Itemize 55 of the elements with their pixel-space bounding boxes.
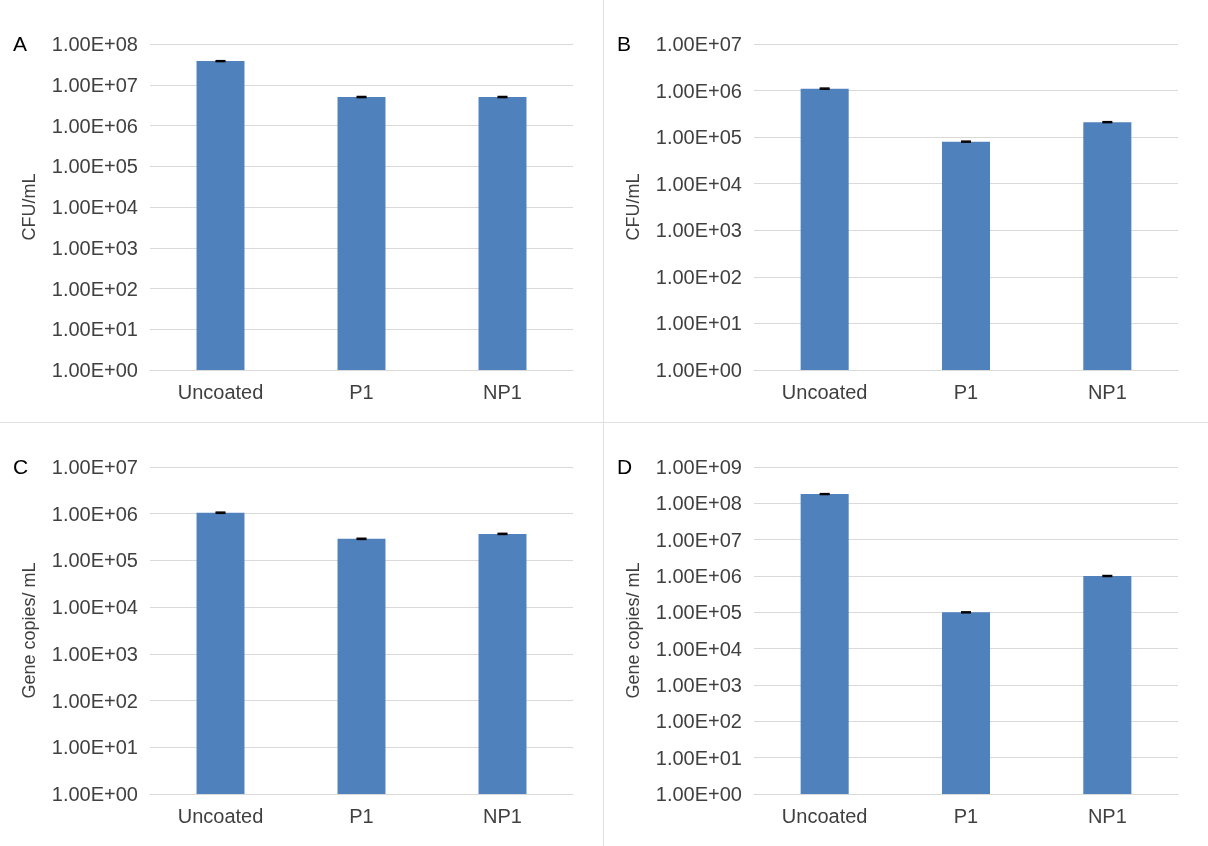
x-tick-label: Uncoated xyxy=(177,805,264,827)
y-axis-title: Gene copies/ mL xyxy=(19,562,39,699)
x-tick-label: NP1 xyxy=(1087,805,1127,827)
y-tick-label: 1.00E+05 xyxy=(51,549,138,572)
y-tick-label: 1.00E+07 xyxy=(655,33,742,55)
y-tick-label: 1.00E+01 xyxy=(51,318,138,341)
chart-title: D xyxy=(617,455,633,478)
y-tick-label: 1.00E+03 xyxy=(655,674,742,696)
chart-title: C xyxy=(13,455,29,478)
y-tick-label: 1.00E+03 xyxy=(51,642,138,665)
y-tick-label: 1.00E+02 xyxy=(655,710,742,733)
x-tick-label: Uncoated xyxy=(781,381,868,403)
y-tick-label: 1.00E+04 xyxy=(51,196,138,218)
y-tick-label: 1.00E+06 xyxy=(655,565,742,587)
y-tick-label: 1.00E+00 xyxy=(51,359,138,381)
y-tick-label: 1.00E+03 xyxy=(51,236,138,259)
y-tick-label: 1.00E+07 xyxy=(655,528,742,551)
y-axis-title: CFU/mL xyxy=(623,173,643,241)
y-tick-label: 1.00E+08 xyxy=(51,33,138,55)
y-tick-label: 1.00E+08 xyxy=(655,492,742,515)
y-tick-label: 1.00E+07 xyxy=(51,456,138,478)
y-tick-label: 1.00E+00 xyxy=(655,359,742,381)
y-tick-label: 1.00E+05 xyxy=(51,155,138,178)
x-tick-label: P1 xyxy=(349,805,374,827)
y-tick-label: 1.00E+03 xyxy=(655,219,742,242)
x-tick-label: NP1 xyxy=(483,805,522,827)
y-axis-title: Gene copies/ mL xyxy=(623,562,643,699)
chart-title: A xyxy=(13,32,28,55)
y-tick-label: 1.00E+00 xyxy=(51,783,138,805)
y-tick-label: 1.00E+06 xyxy=(655,79,742,102)
x-tick-label: Uncoated xyxy=(781,805,868,827)
x-tick-label: Uncoated xyxy=(177,381,264,403)
y-tick-label: 1.00E+09 xyxy=(655,456,742,478)
y-tick-label: 1.00E+05 xyxy=(655,601,742,624)
y-tick-label: 1.00E+04 xyxy=(51,596,138,619)
y-tick-label: 1.00E+04 xyxy=(655,172,742,195)
y-tick-label: 1.00E+02 xyxy=(655,265,742,288)
y-axis-title: CFU/mL xyxy=(19,173,39,241)
x-tick-label: NP1 xyxy=(483,381,522,403)
y-tick-label: 1.00E+01 xyxy=(51,736,138,759)
y-tick-label: 1.00E+05 xyxy=(655,126,742,149)
y-tick-label: 1.00E+02 xyxy=(51,277,138,300)
y-tick-label: 1.00E+01 xyxy=(655,312,742,335)
x-tick-label: NP1 xyxy=(1087,381,1127,403)
y-tick-label: 1.00E+00 xyxy=(655,783,742,805)
y-tick-label: 1.00E+06 xyxy=(51,114,138,137)
x-tick-label: P1 xyxy=(953,805,979,827)
chart-title: B xyxy=(617,32,632,55)
y-tick-label: 1.00E+07 xyxy=(51,73,138,96)
x-tick-label: P1 xyxy=(349,381,374,403)
y-tick-label: 1.00E+06 xyxy=(51,502,138,525)
y-tick-label: 1.00E+02 xyxy=(51,689,138,712)
y-tick-label: 1.00E+04 xyxy=(655,637,742,660)
y-tick-label: 1.00E+01 xyxy=(655,746,742,769)
x-tick-label: P1 xyxy=(953,381,979,403)
